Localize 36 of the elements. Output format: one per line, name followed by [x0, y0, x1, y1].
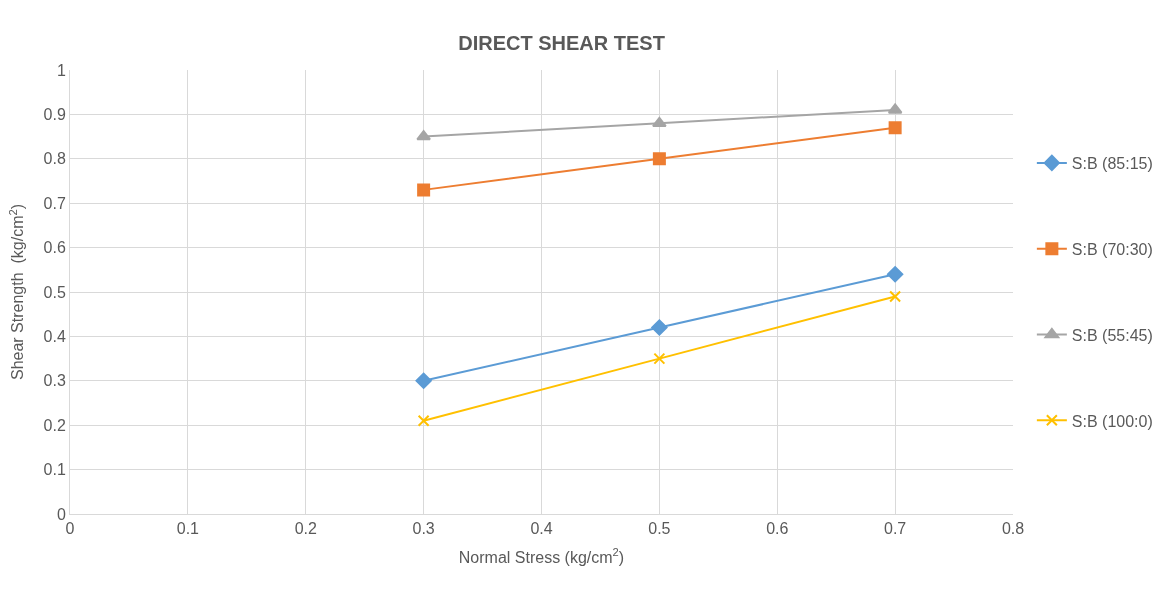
point	[416, 130, 431, 141]
x-tick-label: 0.3	[412, 520, 435, 538]
y-tick-label: 1	[56, 61, 66, 79]
chart-title: DIRECT SHEAR TEST	[458, 31, 665, 54]
y-tick-label: 0.1	[43, 461, 66, 479]
x-tick-label: 0.1	[176, 520, 200, 538]
y-tick-label: 0.6	[43, 239, 66, 257]
point	[652, 116, 667, 128]
y-tick-label: 0.9	[43, 106, 66, 123]
x-tick-label: 0.6	[766, 520, 789, 538]
legend-label: S:B (85:15)	[1071, 155, 1153, 173]
legend-label: S:B (55:45)	[1071, 326, 1153, 344]
legend-label: S:B (100:0)	[1071, 412, 1153, 430]
x-tick-label: 0.4	[530, 520, 553, 538]
point	[889, 290, 902, 303]
x-tick-label: 0.7	[884, 520, 907, 538]
point	[417, 183, 431, 197]
y-tick-label: 0.3	[43, 372, 66, 390]
point	[417, 414, 430, 427]
x-tick-label: 0.2	[294, 520, 317, 538]
point	[651, 319, 668, 336]
x-tick-label: 0.8	[1001, 520, 1025, 538]
y-tick-label: 0.8	[43, 150, 66, 168]
y-tick-label: 0.5	[43, 283, 66, 301]
y-tick-label: 0	[56, 505, 66, 523]
legend-label: S:B (70:30)	[1071, 240, 1153, 258]
point	[886, 266, 904, 283]
point	[653, 352, 666, 365]
x-axis-title: Normal Stress (kg/cm$^{2}$)	[458, 546, 625, 566]
point	[415, 372, 432, 389]
y-tick-label: 0.7	[43, 194, 66, 212]
x-tick-label: 0.5	[648, 520, 671, 538]
point	[652, 152, 666, 166]
y-tick-label: 0.2	[43, 416, 66, 434]
point	[888, 121, 902, 135]
y-tick-label: 0.4	[43, 328, 66, 345]
